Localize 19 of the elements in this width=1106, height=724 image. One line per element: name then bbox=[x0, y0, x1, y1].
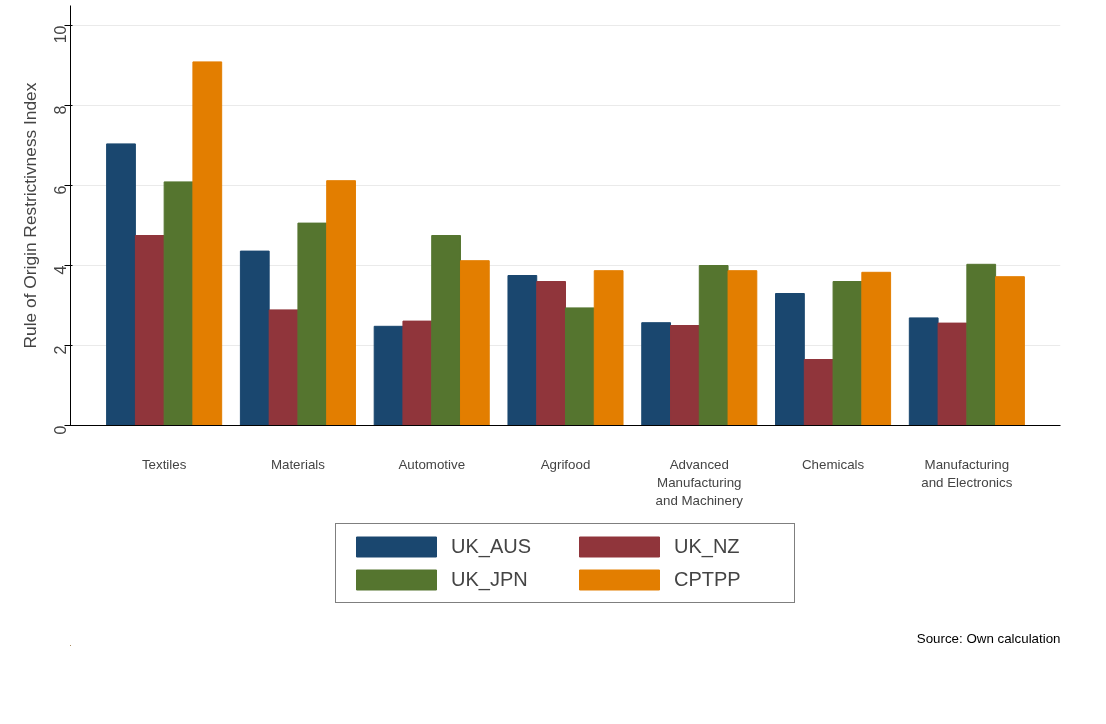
legend-label: UK_JPN bbox=[451, 568, 529, 591]
x-tick-label: Automotive bbox=[398, 456, 466, 472]
y-axis-title: Rule of Origin Restrictivness Index bbox=[19, 82, 40, 349]
y-tick-label: 8 bbox=[51, 105, 69, 115]
source-note: Source: Own calculation bbox=[916, 630, 1061, 646]
y-tick-label: 2 bbox=[51, 345, 69, 355]
legend-label: UK_NZ bbox=[674, 535, 741, 558]
y-tick-label: 6 bbox=[51, 185, 69, 195]
legend-label: CPTPP bbox=[674, 568, 742, 591]
legend-label: UK_AUS bbox=[451, 535, 533, 558]
x-tick-label: Agrifood bbox=[540, 456, 591, 472]
y-tick-label: 10 bbox=[51, 25, 69, 44]
x-tick-label: Textiles bbox=[141, 456, 187, 472]
x-tick-label: Advanced Manufacturing and Machinery bbox=[655, 456, 744, 508]
x-tick-label: Materials bbox=[270, 456, 326, 472]
x-tick-label: Manufacturing and Electronics bbox=[921, 456, 1013, 490]
x-tick-label: Chemicals bbox=[801, 456, 865, 472]
y-tick-label: 4 bbox=[51, 265, 69, 275]
y-tick-label: 0 bbox=[51, 425, 69, 435]
